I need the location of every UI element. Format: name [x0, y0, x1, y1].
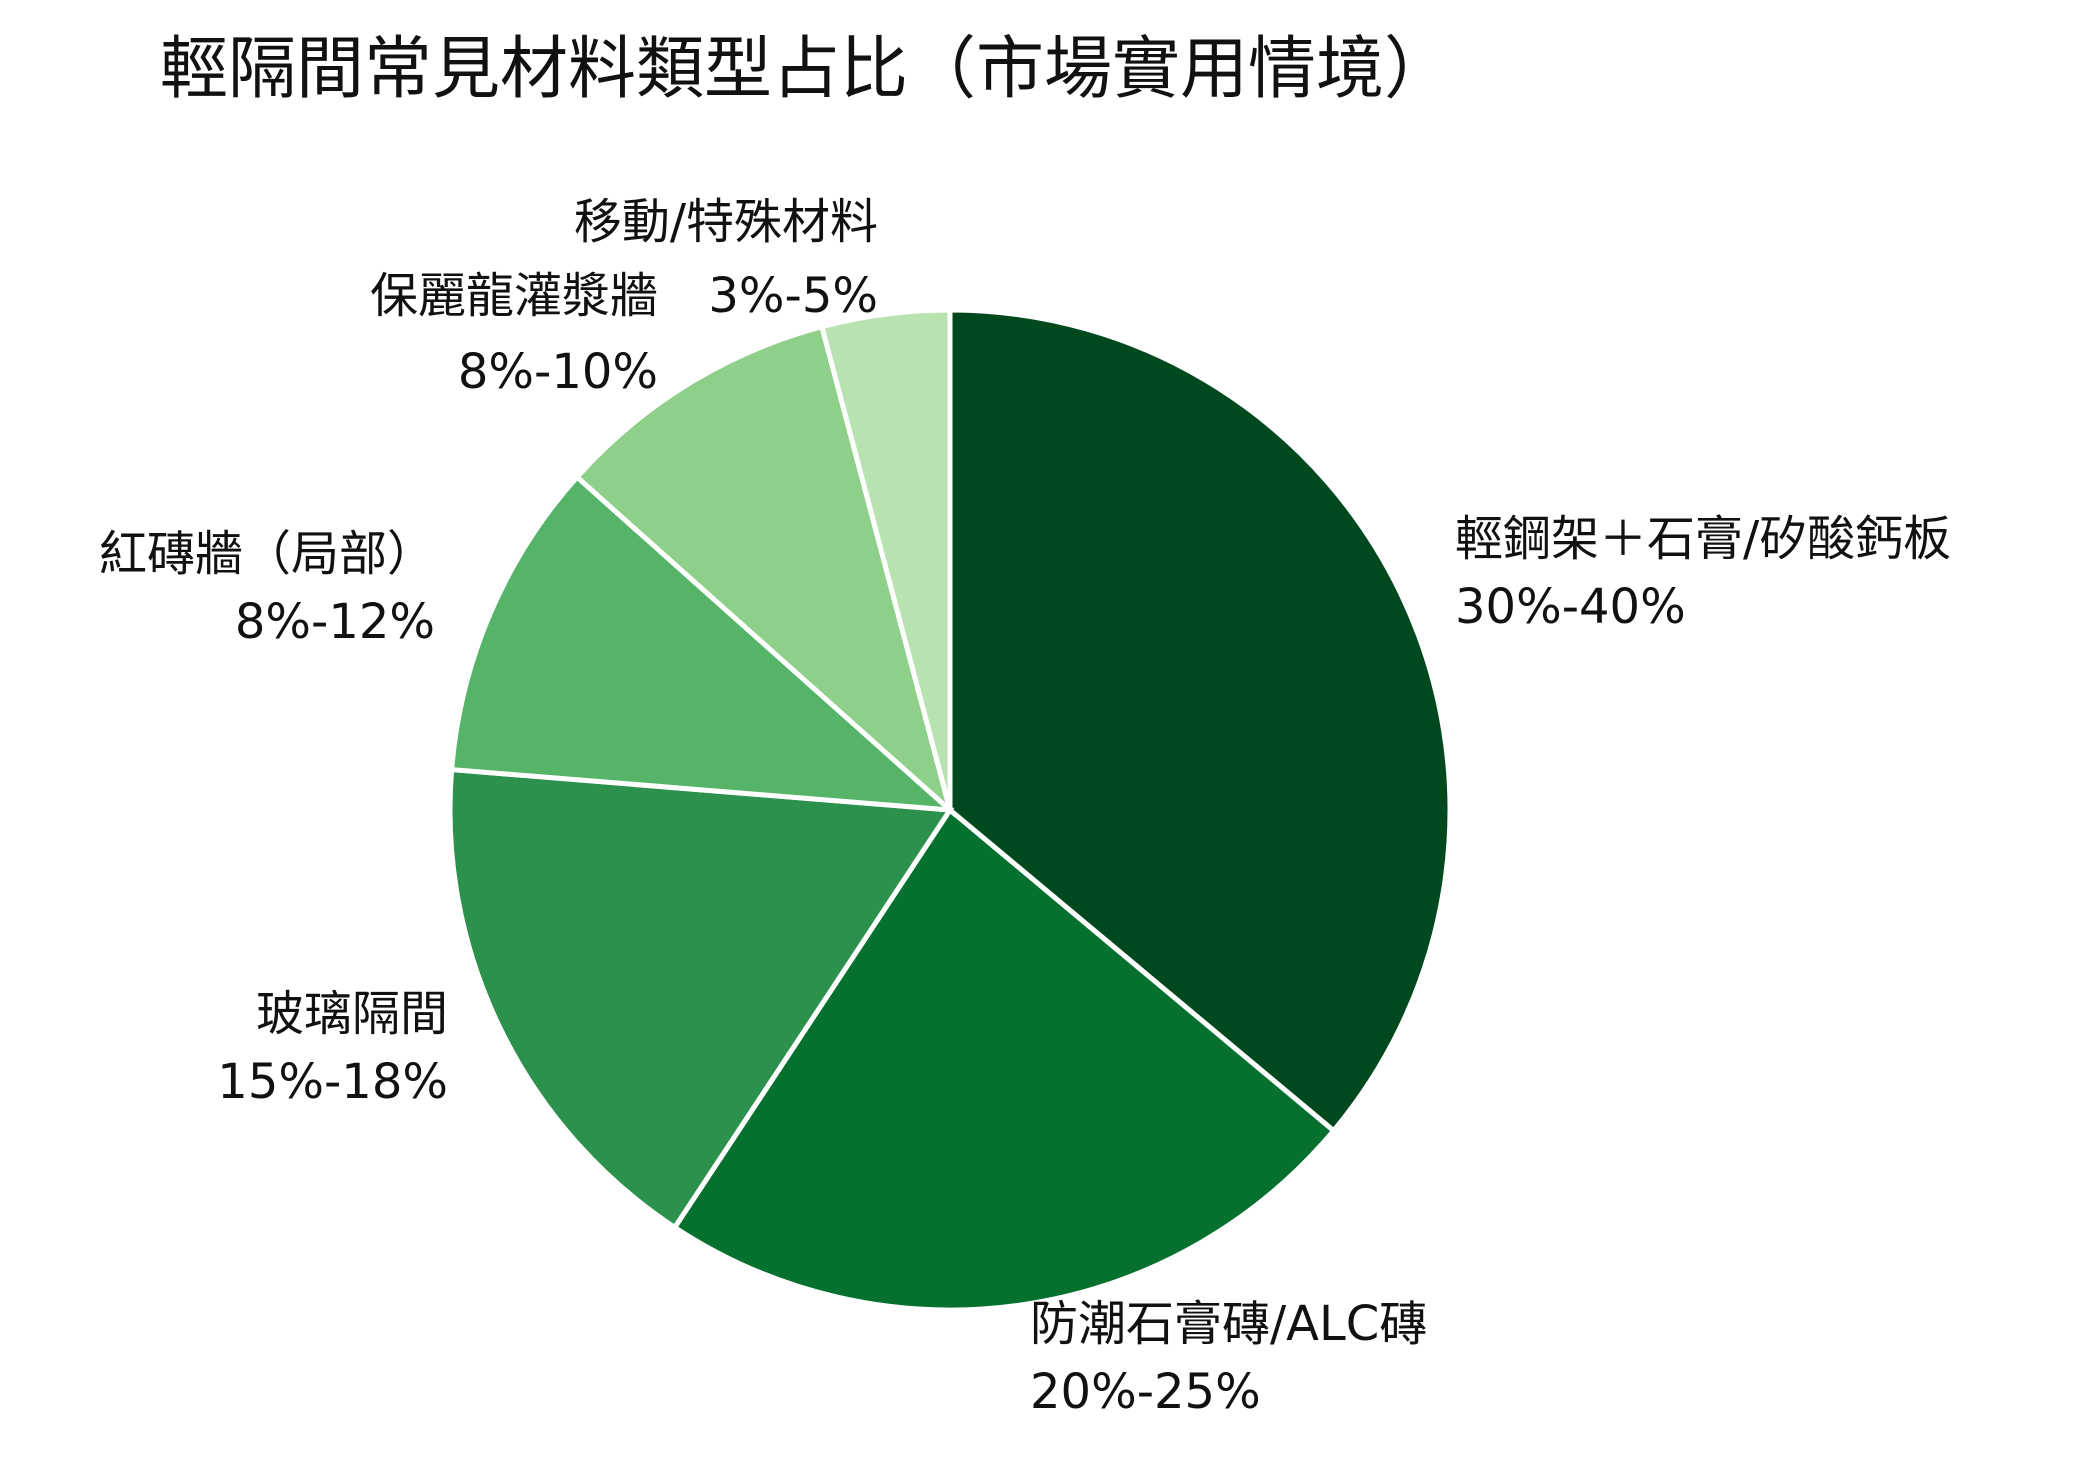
slice-labels: 輕鋼架＋石膏/矽酸鈣板 30%-40% 防潮石膏磚/ALC磚 20%-25% 玻璃隔間 1…: [99, 194, 1951, 1420]
slice-label-value-3: 15%-18%: [217, 1054, 448, 1110]
chart-title: 輕隔間常見材料類型占比（市場實用情境）: [160, 30, 1452, 109]
pie-slice-6: [818, 307, 953, 811]
slice-label-value-1: 30%-40%: [1455, 579, 1686, 635]
slice-label-value-5: 8%-10%: [458, 344, 658, 400]
pie-slice-4: [448, 473, 958, 814]
slice-label-name-6: 移動/特殊材料: [574, 194, 878, 250]
pie-slice-3: [447, 766, 955, 1231]
pie-slice-5: [573, 323, 955, 818]
slice-label-name-4: 紅磚牆（局部）: [99, 526, 435, 582]
slice-label-name-3: 玻璃隔間: [256, 986, 448, 1042]
pie-slice-2: [671, 806, 1338, 1313]
slice-label-value-4: 8%-12%: [235, 594, 435, 650]
slice-label-value-6: 3%-5%: [708, 268, 878, 324]
slice-label-name-1: 輕鋼架＋石膏/矽酸鈣板: [1455, 511, 1951, 567]
slice-label-value-2: 20%-25%: [1030, 1364, 1261, 1420]
pie-slices: [447, 307, 1453, 1313]
pie-slice-1: [947, 307, 1453, 1135]
slice-label-name-2: 防潮石膏磚/ALC磚: [1030, 1296, 1427, 1352]
slice-label-name-5: 保麗龍灌漿牆: [370, 268, 658, 324]
